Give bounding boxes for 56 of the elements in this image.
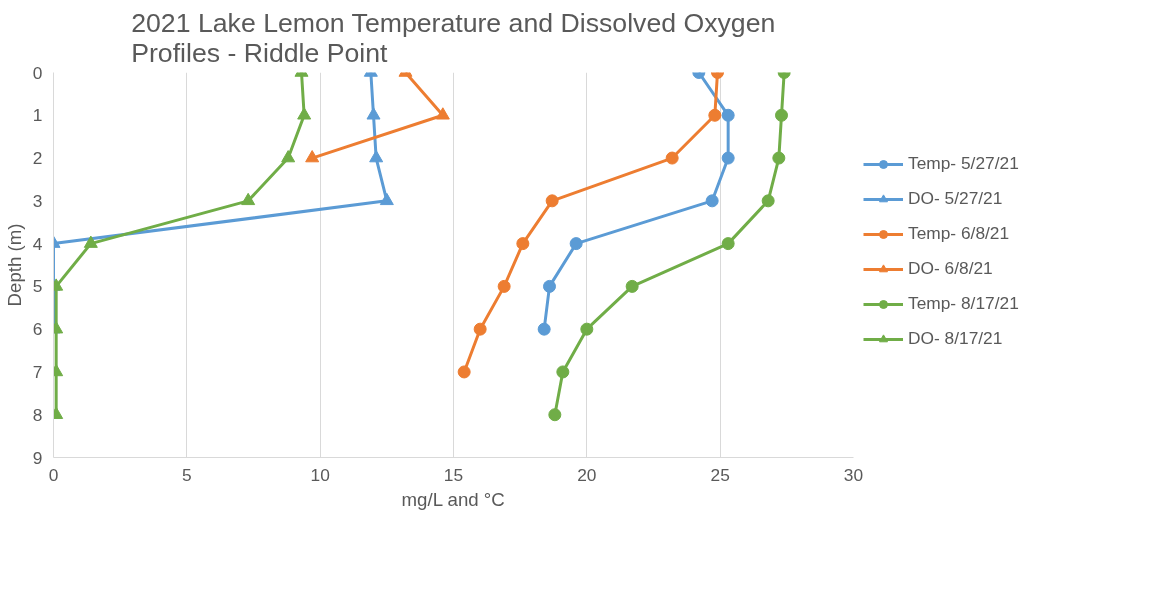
point — [473, 322, 487, 336]
legend-label: Temp- 5/27/21 — [908, 153, 1019, 174]
point — [548, 408, 562, 422]
point — [369, 150, 384, 163]
y-tick-label: 9 — [32, 447, 43, 468]
x-tick-label: 25 — [710, 464, 730, 485]
legend-label: DO- 6/8/21 — [908, 258, 993, 279]
point — [665, 151, 679, 165]
x-tick-label: 5 — [182, 464, 192, 485]
legend-label: DO- 5/27/21 — [908, 188, 1003, 209]
y-tick-label: 7 — [32, 361, 43, 382]
point — [705, 194, 719, 208]
y-tick-label: 8 — [32, 404, 43, 425]
point — [569, 237, 583, 251]
legend-label: Temp- 6/8/21 — [908, 223, 1010, 244]
x-axis-title: mg/L and °C — [401, 488, 505, 510]
point — [537, 322, 551, 336]
point — [366, 107, 381, 120]
y-tick-label: 5 — [32, 276, 43, 297]
legend-label: Temp- 8/17/21 — [908, 293, 1019, 314]
y-tick-label: 2 — [32, 148, 43, 169]
point — [543, 279, 556, 293]
point — [281, 150, 296, 163]
y-tick-label: 0 — [32, 62, 43, 83]
point — [545, 194, 559, 208]
point — [516, 237, 530, 251]
x-tick-label: 10 — [310, 464, 330, 485]
point — [775, 108, 788, 122]
point — [580, 322, 594, 336]
y-tick-label: 6 — [32, 319, 43, 340]
y-tick-label: 3 — [32, 190, 43, 211]
point — [772, 151, 786, 165]
point — [721, 151, 735, 165]
point — [721, 108, 735, 122]
point — [457, 365, 471, 379]
x-tick-label: 0 — [48, 464, 59, 485]
chart-title: 2021 Lake Lemon Temperature and Dissolved Oxygen Profiles - Riddle Point — [131, 7, 776, 68]
point — [708, 108, 722, 122]
point — [761, 194, 775, 208]
point — [305, 150, 320, 163]
x-tick-label: 20 — [577, 464, 597, 485]
point — [721, 237, 735, 251]
legend-label: DO- 8/17/21 — [908, 328, 1003, 349]
x-tick-label: 15 — [443, 464, 464, 485]
y-axis-title: Depth (m) — [3, 223, 25, 307]
point — [83, 235, 98, 248]
y-tick-label: 1 — [32, 105, 43, 126]
point — [379, 192, 394, 206]
x-tick-label: 30 — [843, 464, 864, 485]
point — [625, 279, 639, 293]
point — [556, 365, 570, 379]
point — [241, 192, 256, 206]
point — [297, 107, 312, 120]
y-tick-label: 4 — [32, 233, 43, 254]
point — [435, 107, 450, 120]
point — [497, 279, 511, 293]
